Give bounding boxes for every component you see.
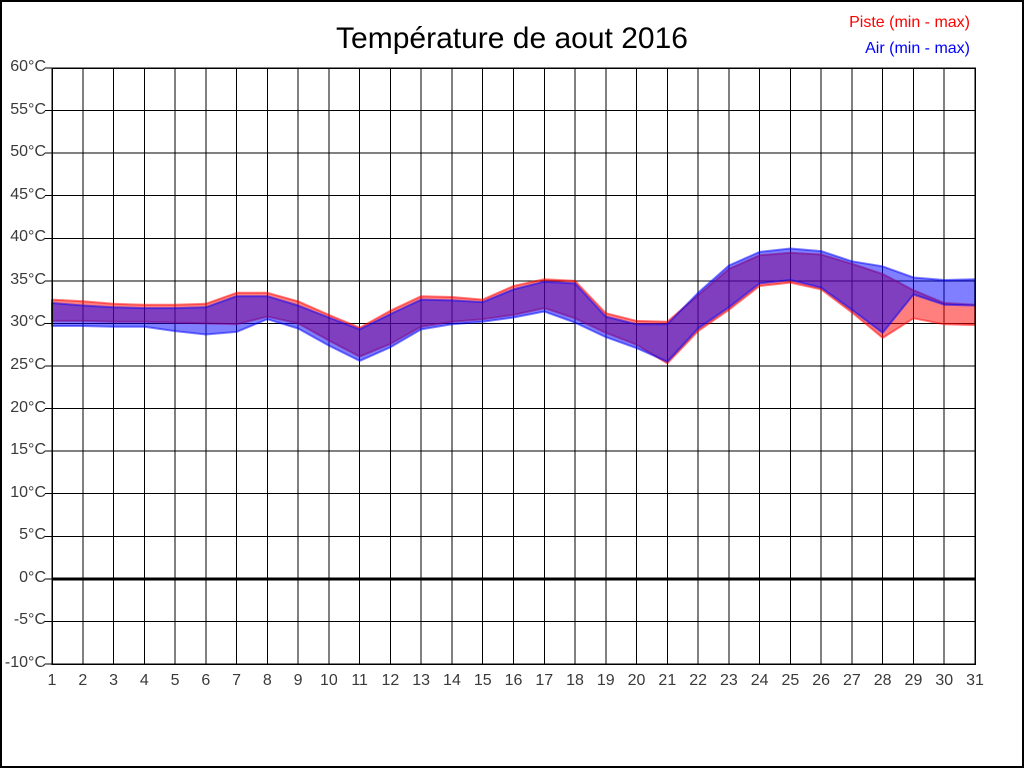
y-tick-label: -5°C [13, 611, 46, 629]
y-tick-label: 15°C [10, 441, 46, 459]
y-tick-label: 5°C [19, 526, 46, 544]
x-tick-label: 3 [109, 672, 118, 689]
x-tick-label: 31 [966, 672, 984, 689]
x-tick-label: 22 [689, 672, 707, 689]
y-tick-label: 60°C [10, 58, 46, 75]
x-tick-label: 15 [473, 672, 492, 689]
plot-border [51, 67, 976, 665]
y-tick-label: 35°C [10, 270, 46, 288]
x-tick-label: 30 [935, 672, 954, 689]
x-tick-label: 10 [319, 672, 338, 689]
x-tick-label: 18 [566, 672, 584, 689]
x-tick-label: 20 [627, 672, 646, 689]
chart-title: Température de aout 2016 [336, 22, 688, 55]
x-tick-label: 25 [781, 672, 800, 689]
x-tick-label: 14 [443, 672, 461, 689]
x-tick-label: 13 [412, 672, 431, 689]
x-tick-label: 21 [658, 672, 677, 689]
x-tick-label: 27 [843, 672, 861, 689]
y-tick-label: 50°C [10, 143, 46, 161]
x-tick-label: 9 [293, 672, 303, 689]
x-tick-label: 12 [381, 672, 400, 689]
x-tick-label: 7 [232, 672, 242, 689]
x-tick-label: 16 [504, 672, 523, 689]
x-tick-label: 28 [873, 672, 892, 689]
x-tick-label: 8 [262, 672, 272, 689]
y-tick-label: 0°C [19, 568, 46, 586]
legend-air-label: Air (min - max) [865, 40, 970, 57]
x-tick-label: 19 [596, 672, 615, 689]
x-tick-label: 11 [351, 672, 368, 689]
legend-piste-label: Piste (min - max) [849, 14, 970, 31]
x-tick-label: 1 [47, 672, 57, 689]
x-tick-label: 26 [812, 672, 831, 689]
y-tick-label: -10°C [4, 654, 46, 671]
x-tick-label: 17 [535, 672, 554, 689]
y-tick-label: 25°C [10, 356, 46, 373]
y-tick-label: 30°C [10, 313, 46, 331]
x-tick-label: 5 [170, 672, 180, 689]
x-tick-label: 24 [750, 672, 769, 689]
y-tick-label: 55°C [10, 100, 46, 118]
y-tick-label: 40°C [10, 228, 46, 246]
legend: Piste (min - max) Air (min - max) [849, 10, 970, 62]
x-tick-label: 4 [139, 672, 149, 689]
x-tick-label: 23 [719, 672, 738, 689]
x-tick-label: 29 [904, 672, 923, 689]
x-tick-label: 6 [201, 672, 211, 689]
y-tick-label: 10°C [10, 483, 46, 501]
x-tick-label: 2 [78, 672, 88, 689]
y-tick-label: 45°C [10, 185, 46, 203]
gridlines [45, 67, 976, 665]
y-tick-label: 20°C [10, 398, 46, 416]
